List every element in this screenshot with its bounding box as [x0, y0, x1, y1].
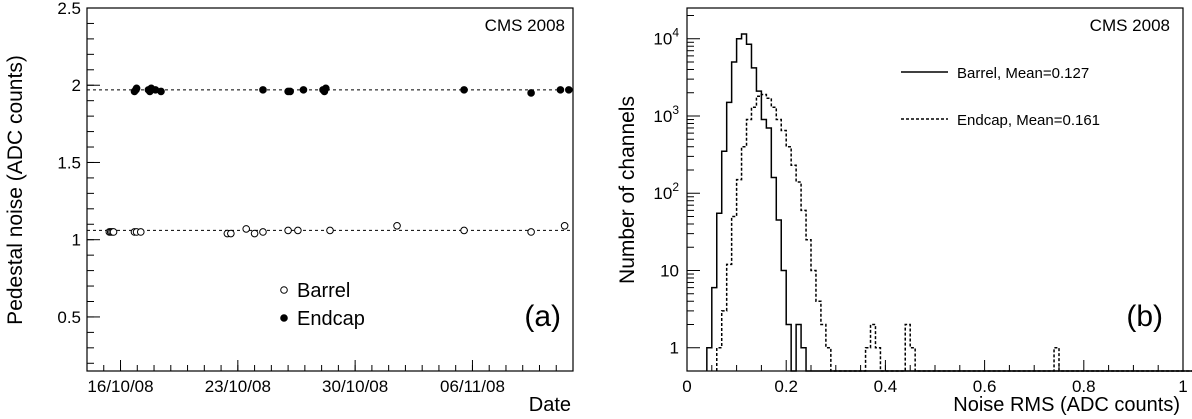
- panel-a-series-endcap: [130, 84, 573, 97]
- panel-a-label: (a): [524, 300, 561, 333]
- panel-b-legend: Barrel, Mean=0.127 Endcap, Mean=0.161: [901, 65, 1100, 129]
- panel-a-yticks: 0.5 1 1.5 2 2.5: [57, 0, 100, 364]
- y-tick-label: 104: [653, 26, 679, 49]
- panel-b-ylabel: Number of channels: [616, 96, 639, 284]
- data-point: [259, 228, 267, 236]
- data-point: [322, 84, 330, 93]
- data-point: [460, 86, 468, 94]
- data-point: [560, 222, 569, 230]
- panel-b-yticks: 1 10 102 103 104: [653, 14, 700, 358]
- panel-a-xlabel: Date: [529, 394, 571, 416]
- x-tick-label: 16/10/08: [87, 377, 153, 396]
- legend-barrel-marker: [280, 286, 288, 294]
- legend-endcap-label: Endcap: [297, 308, 365, 330]
- y-tick-label: 102: [653, 180, 679, 203]
- data-point: [250, 229, 259, 238]
- data-point: [294, 226, 302, 235]
- panel-a-watermark: CMS 2008: [485, 16, 565, 35]
- x-tick-label: 0.4: [874, 377, 898, 396]
- panel-b-histograms: [706, 33, 1192, 372]
- y-tick-label: 0.5: [57, 308, 81, 327]
- x-tick-label: 0: [682, 377, 691, 396]
- data-point: [299, 86, 308, 94]
- x-tick-label: 0.6: [973, 377, 997, 396]
- data-point: [227, 229, 235, 238]
- data-point: [136, 228, 145, 236]
- panel-a: 0.5 1 1.5 2 2.5 16/10/08 23/10/08 30/10/08 06/1…: [4, 0, 574, 416]
- data-point: [109, 228, 118, 236]
- panel-b-label: (b): [1126, 300, 1163, 333]
- panel-b-watermark: CMS 2008: [1090, 16, 1170, 35]
- data-point: [460, 226, 468, 235]
- data-point: [132, 84, 141, 93]
- panel-a-xticks: 16/10/08 23/10/08 30/10/08 06/11/08: [86, 360, 574, 396]
- panel-b: 1 10 102 103 104 0 0.2 0.4 0.6 0.8 1 CMS 2008 Num…: [616, 7, 1192, 416]
- data-point: [259, 86, 267, 94]
- histogram-barrel: [706, 33, 1192, 372]
- legend-endcap-marker: [280, 314, 288, 322]
- x-tick-label: 0.8: [1072, 377, 1096, 396]
- y-tick-label: 2: [72, 76, 81, 95]
- y-tick-label: 1: [72, 231, 81, 250]
- data-point: [157, 87, 165, 96]
- y-tick-label: 1: [670, 339, 679, 358]
- data-point: [286, 87, 294, 96]
- x-tick-label: 1: [1178, 377, 1187, 396]
- y-tick-label: 10: [660, 261, 679, 280]
- x-tick-label: 30/10/08: [322, 377, 388, 396]
- panel-a-series-barrel: [105, 222, 569, 238]
- histogram-endcap: [716, 93, 1192, 372]
- data-point: [393, 222, 401, 230]
- x-tick-label: 06/11/08: [440, 377, 505, 396]
- y-tick-label: 1.5: [57, 153, 81, 172]
- data-point: [527, 228, 535, 236]
- data-point: [284, 226, 292, 235]
- panel-a-ylabel: Pedestal noise (ADC counts): [4, 55, 27, 325]
- legend-endcap-hist-label: Endcap, Mean=0.161: [957, 112, 1100, 129]
- data-point: [326, 226, 334, 235]
- data-point: [556, 86, 565, 94]
- panel-a-frame: [86, 7, 574, 372]
- panel-b-xticks: 0 0.2 0.4 0.6 0.8 1: [682, 360, 1188, 396]
- panel-b-xlabel: Noise RMS (ADC counts): [953, 394, 1180, 416]
- data-point: [527, 89, 535, 97]
- data-point: [565, 86, 573, 94]
- data-point: [242, 225, 251, 233]
- x-tick-label: 0.2: [774, 377, 798, 396]
- y-tick-label: 103: [653, 103, 679, 126]
- legend-barrel-hist-label: Barrel, Mean=0.127: [957, 65, 1089, 82]
- panel-b-frame: [686, 7, 1184, 372]
- panel-a-legend: Barrel Endcap: [280, 280, 365, 330]
- panel-a-reference-lines: [87, 89, 573, 231]
- legend-barrel-label: Barrel: [297, 280, 350, 302]
- y-tick-label: 2.5: [57, 0, 81, 18]
- x-tick-label: 23/10/08: [205, 377, 271, 396]
